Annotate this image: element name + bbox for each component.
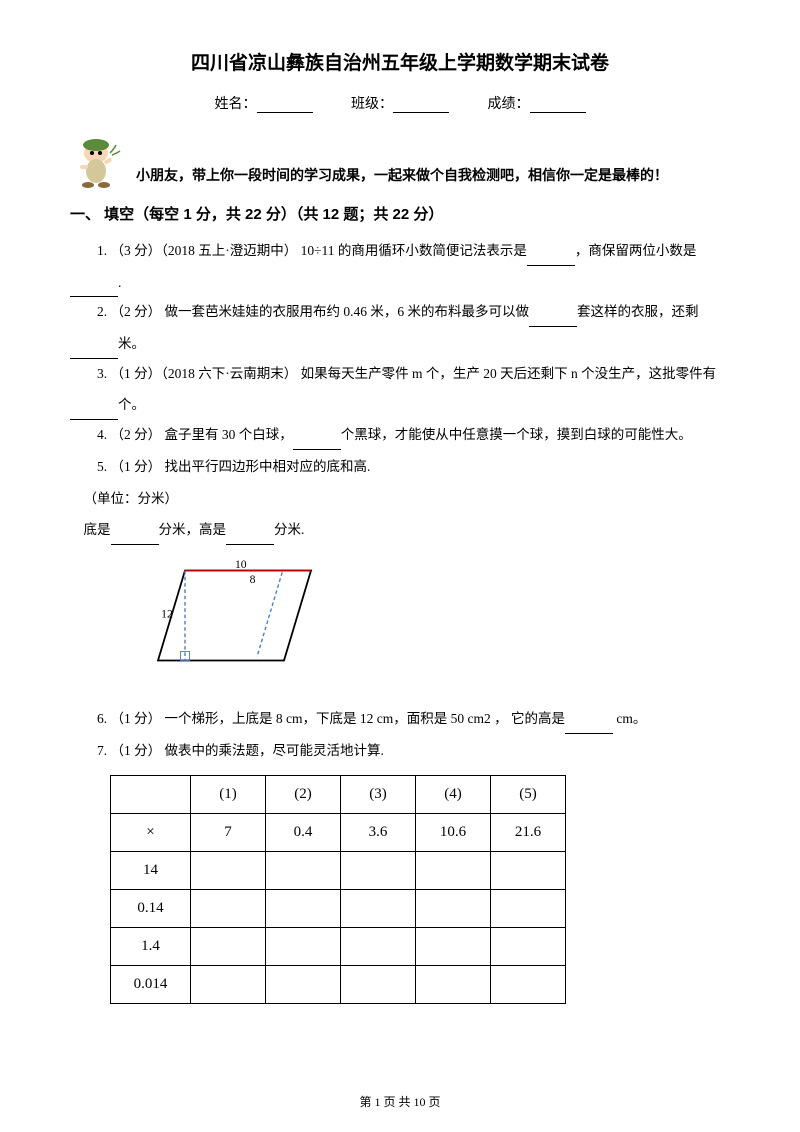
- multiplication-table: (1)(2)(3)(4)(5) ×70.43.610.621.6 140.141.4…: [110, 775, 730, 1004]
- q1-blank-2: [70, 283, 118, 297]
- table-cell: [266, 966, 341, 1004]
- q5-blank-2: [226, 531, 274, 545]
- table-cell: [191, 890, 266, 928]
- mascot-row: 小朋友，带上你一段时间的学习成果，一起来做个自我检测吧，相信你一定是最棒的！: [70, 135, 730, 189]
- table-cell: 21.6: [491, 814, 566, 852]
- question-3-cont: 个。: [70, 390, 730, 420]
- student-info-line: 姓名： 班级： 成绩：: [70, 93, 730, 113]
- table-cell: (3): [341, 776, 416, 814]
- table-cell: [266, 928, 341, 966]
- name-blank: [257, 99, 313, 113]
- table-cell: [416, 852, 491, 890]
- q2-blank-2: [70, 345, 118, 359]
- section-1-header: 一、 填空（每空 1 分，共 22 分）（共 12 题；共 22 分）: [70, 203, 730, 224]
- label-8: 8: [250, 573, 256, 586]
- class-label: 班级：: [351, 97, 393, 112]
- q5-blank-1: [111, 531, 159, 545]
- question-4: 4. （2 分） 盒子里有 30 个白球，个黑球，才能使从中任意摸一个球，摸到白…: [70, 420, 730, 450]
- question-5-unit: （单位：分米）: [70, 484, 730, 514]
- table-cell: 7: [191, 814, 266, 852]
- table-cell: [266, 852, 341, 890]
- label-10: 10: [235, 558, 247, 571]
- score-blank: [530, 99, 586, 113]
- table-cell: [416, 928, 491, 966]
- q4-blank: [293, 436, 341, 450]
- class-blank: [393, 99, 449, 113]
- intro-text: 小朋友，带上你一段时间的学习成果，一起来做个自我检测吧，相信你一定是最棒的！: [136, 164, 668, 189]
- page-footer: 第 1 页 共 10 页: [0, 1093, 800, 1110]
- q6-blank: [565, 720, 613, 734]
- mascot-icon: [70, 135, 122, 189]
- q2-blank-1: [529, 313, 577, 327]
- question-2: 2. （2 分） 做一套芭米娃娃的衣服用布约 0.46 米，6 米的布料最多可以…: [70, 297, 730, 327]
- table-cell: (5): [491, 776, 566, 814]
- table-cell: [491, 966, 566, 1004]
- table-cell: (4): [416, 776, 491, 814]
- question-6: 6. （1 分） 一个梯形，上底是 8 cm，下底是 12 cm，面积是 50 …: [70, 704, 730, 734]
- question-1-cont: .: [70, 268, 730, 298]
- table-cell: [416, 966, 491, 1004]
- table-cell: [266, 890, 341, 928]
- table-cell: 14: [111, 852, 191, 890]
- table-cell: [191, 928, 266, 966]
- score-label: 成绩：: [488, 97, 530, 112]
- table-cell: 0.014: [111, 966, 191, 1004]
- table-cell: [191, 966, 266, 1004]
- table-cell: 3.6: [341, 814, 416, 852]
- parallelogram-figure: 10 8 12: [140, 555, 320, 685]
- q1-blank-1: [527, 252, 575, 266]
- table-cell: 1.4: [111, 928, 191, 966]
- question-2-cont: 米。: [70, 329, 730, 359]
- table-cell: (2): [266, 776, 341, 814]
- table-cell: 0.14: [111, 890, 191, 928]
- table-cell: (1): [191, 776, 266, 814]
- table-cell: ×: [111, 814, 191, 852]
- table-cell: [491, 852, 566, 890]
- table-cell: 0.4: [266, 814, 341, 852]
- label-12: 12: [161, 607, 173, 620]
- table-cell: [341, 890, 416, 928]
- table-cell: [491, 890, 566, 928]
- page-title: 四川省凉山彝族自治州五年级上学期数学期末试卷: [70, 48, 730, 75]
- question-5-fill: 底是分米，高是分米.: [70, 515, 730, 545]
- table-cell: [341, 966, 416, 1004]
- table-cell: [111, 776, 191, 814]
- name-label: 姓名：: [215, 97, 257, 112]
- table-cell: [191, 852, 266, 890]
- question-3: 3. （1 分）（2018 六下·云南期末） 如果每天生产零件 m 个，生产 2…: [70, 359, 730, 389]
- question-5: 5. （1 分） 找出平行四边形中相对应的底和高.: [70, 452, 730, 482]
- table-cell: [416, 890, 491, 928]
- q3-blank: [70, 406, 118, 420]
- table-cell: 10.6: [416, 814, 491, 852]
- question-1: 1. （3 分）（2018 五上·澄迈期中） 10÷11 的商用循环小数简便记法…: [70, 236, 730, 266]
- table: (1)(2)(3)(4)(5) ×70.43.610.621.6 140.141.4…: [110, 775, 566, 1004]
- question-7: 7. （1 分） 做表中的乘法题，尽可能灵活地计算.: [70, 736, 730, 766]
- table-cell: [341, 852, 416, 890]
- table-cell: [341, 928, 416, 966]
- table-cell: [491, 928, 566, 966]
